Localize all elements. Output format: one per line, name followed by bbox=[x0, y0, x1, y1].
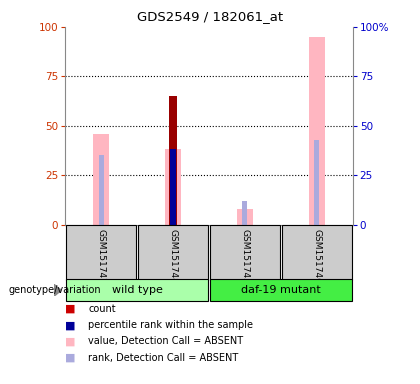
Bar bbox=[237, 209, 253, 225]
Bar bbox=[66, 279, 208, 301]
Bar bbox=[165, 149, 181, 225]
Bar bbox=[138, 225, 208, 280]
Text: GSM151747: GSM151747 bbox=[97, 228, 105, 283]
Text: daf-19 mutant: daf-19 mutant bbox=[241, 285, 321, 295]
Polygon shape bbox=[54, 284, 61, 296]
Text: count: count bbox=[88, 304, 116, 314]
Text: GDS2549 / 182061_at: GDS2549 / 182061_at bbox=[137, 10, 283, 23]
Text: GSM151746: GSM151746 bbox=[312, 228, 321, 283]
Text: value, Detection Call = ABSENT: value, Detection Call = ABSENT bbox=[88, 336, 243, 346]
Bar bbox=[210, 279, 352, 301]
Text: GSM151745: GSM151745 bbox=[240, 228, 249, 283]
Text: genotype/variation: genotype/variation bbox=[8, 285, 101, 295]
Bar bbox=[210, 225, 280, 280]
Text: ■: ■ bbox=[65, 353, 76, 362]
Bar bbox=[99, 156, 104, 225]
Bar bbox=[66, 225, 136, 280]
Text: ■: ■ bbox=[65, 304, 76, 314]
Bar bbox=[169, 96, 176, 225]
Text: ■: ■ bbox=[65, 320, 76, 330]
Text: GSM151748: GSM151748 bbox=[168, 228, 178, 283]
Bar bbox=[171, 149, 176, 225]
Text: rank, Detection Call = ABSENT: rank, Detection Call = ABSENT bbox=[88, 353, 239, 362]
Bar bbox=[309, 37, 325, 225]
Bar bbox=[93, 134, 109, 225]
Text: percentile rank within the sample: percentile rank within the sample bbox=[88, 320, 253, 330]
Text: ■: ■ bbox=[65, 336, 76, 346]
Bar bbox=[314, 140, 319, 225]
Text: wild type: wild type bbox=[112, 285, 163, 295]
Bar bbox=[242, 201, 247, 225]
Bar bbox=[281, 225, 352, 280]
